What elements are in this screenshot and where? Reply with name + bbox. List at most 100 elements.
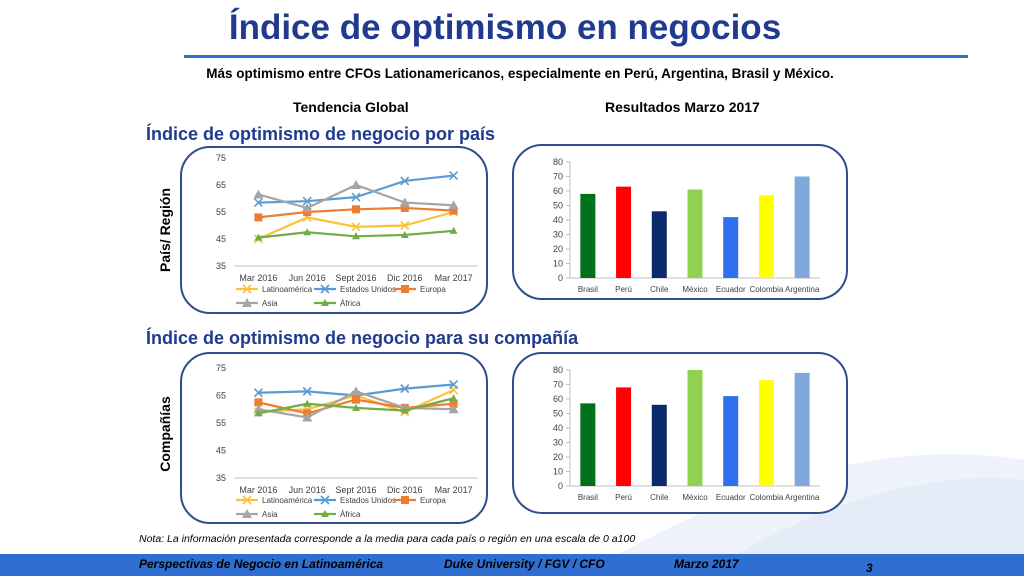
y-tick-label: 70 xyxy=(553,380,563,390)
bar-peru xyxy=(616,186,632,278)
y-tick-label: 40 xyxy=(553,423,563,433)
point-europa xyxy=(303,208,312,216)
x-tick-label: Colombia xyxy=(750,493,784,502)
point-africa xyxy=(321,299,329,306)
y-tick-label: 50 xyxy=(553,409,563,419)
y-tick-label: 65 xyxy=(216,180,226,190)
page-subtitle: Más optimismo entre CFOs Lationamericano… xyxy=(206,66,834,81)
point-latinoamerica xyxy=(242,284,252,294)
x-tick-label: Argentina xyxy=(785,285,820,294)
point-africa xyxy=(303,399,312,407)
x-tick-label: Jun 2016 xyxy=(289,273,326,283)
y-tick-label: 45 xyxy=(216,234,226,244)
x-tick-label: Mar 2017 xyxy=(435,485,473,495)
point-africa xyxy=(449,226,458,234)
legend-item-africa: África xyxy=(314,299,361,308)
point-asia xyxy=(448,404,459,414)
legend-label: Latinoamérica xyxy=(262,496,313,505)
footer-center: Duke University / FGV / CFO xyxy=(444,557,605,571)
y-tick-label: 35 xyxy=(216,261,226,271)
legend-label: Asia xyxy=(262,299,278,308)
column-heading-trend: Tendencia Global xyxy=(293,99,409,115)
legend-item-estados-unidos: Estados Unidos xyxy=(314,495,396,505)
point-asia xyxy=(399,197,410,207)
footer-right: Marzo 2017 xyxy=(674,557,739,571)
series-points-asia xyxy=(253,180,459,212)
side-label-company: Compañías xyxy=(157,396,173,472)
x-tick-label: Mar 2016 xyxy=(239,273,277,283)
bar-argentina xyxy=(794,372,810,486)
point-estados-unidos xyxy=(320,284,330,294)
point-asia xyxy=(242,509,252,518)
bar-argentina xyxy=(794,176,810,278)
y-tick-label: 80 xyxy=(553,365,563,375)
legend-label: Estados Unidos xyxy=(340,496,396,505)
point-asia xyxy=(448,200,459,210)
y-tick-label: 60 xyxy=(553,394,563,404)
x-tick-label: Perú xyxy=(615,285,632,294)
point-europa xyxy=(400,203,409,212)
legend-label: África xyxy=(340,510,361,519)
page-title: Índice de optimismo en negocios xyxy=(228,8,782,47)
y-tick-label: 70 xyxy=(553,172,563,182)
y-tick-label: 20 xyxy=(553,244,563,254)
point-asia xyxy=(302,412,313,422)
series-points-africa xyxy=(254,394,458,417)
y-tick-label: 30 xyxy=(553,230,563,240)
legend-label: Europa xyxy=(420,496,446,505)
x-tick-label: Chile xyxy=(650,285,669,294)
y-tick-label: 55 xyxy=(216,207,226,217)
legend-label: Estados Unidos xyxy=(340,285,396,294)
point-africa xyxy=(400,406,409,414)
point-estados-unidos xyxy=(351,192,361,202)
x-tick-label: Colombia xyxy=(750,285,784,294)
point-asia xyxy=(253,189,264,199)
point-africa xyxy=(303,228,312,236)
y-tick-label: 60 xyxy=(553,186,563,196)
x-tick-label: Brasil xyxy=(578,285,598,294)
y-tick-label: 0 xyxy=(558,481,563,491)
x-tick-label: Mar 2017 xyxy=(435,273,473,283)
legend-item-asia: Asia xyxy=(236,509,278,519)
point-latinoamerica xyxy=(351,222,361,232)
panel-company-trend: 35 45 55 65 75 Mar 2016 Jun 2016 Sept 2016 Dic 2… xyxy=(180,352,488,524)
y-tick-label: 10 xyxy=(553,259,563,269)
y-tick-label: 10 xyxy=(553,467,563,477)
bar-ecuador xyxy=(723,217,739,278)
y-tick-label: 75 xyxy=(216,363,226,373)
x-tick-label: Ecuador xyxy=(716,285,746,294)
column-heading-results: Resultados Marzo 2017 xyxy=(605,99,760,115)
legend-item-latinoamerica: Latinoamérica xyxy=(236,284,313,294)
footer-left: Perspectivas de Negocio en Latinoamérica xyxy=(139,557,384,571)
legend-label: Asia xyxy=(262,510,278,519)
bar-colombia xyxy=(758,380,774,486)
bar-chart-country: 0 10 20 30 40 50 60 70 80 Brasil Perú Chile México Ec… xyxy=(553,157,820,294)
line-chart-country: 35 45 55 65 75 Mar 2016 Jun 2016 Sept 2016 Dic 2… xyxy=(216,153,478,308)
section-heading-company: Índice de optimismo de negocio para su c… xyxy=(146,328,579,348)
point-africa xyxy=(449,394,458,402)
x-tick-label: Mar 2016 xyxy=(239,485,277,495)
point-estados-unidos xyxy=(400,176,410,186)
legend-item-asia: Asia xyxy=(236,298,278,308)
point-estados-unidos xyxy=(253,197,263,208)
y-tick-label: 80 xyxy=(553,157,563,167)
point-asia xyxy=(242,298,252,307)
legend-label: Latinoamérica xyxy=(262,285,313,294)
point-europa xyxy=(254,398,263,407)
x-tick-label: Brasil xyxy=(578,493,598,502)
series-line-estados-unidos xyxy=(258,174,454,204)
bar-brasil xyxy=(580,193,596,278)
point-europa xyxy=(449,399,458,408)
point-africa xyxy=(352,232,360,240)
bar-mexico xyxy=(687,370,703,486)
point-europa xyxy=(401,496,409,504)
x-tick-label: Jun 2016 xyxy=(289,485,326,495)
legend-item-europa: Europa xyxy=(394,285,446,294)
side-label-country: País/ Región xyxy=(157,187,173,273)
point-asia xyxy=(302,202,313,212)
point-europa xyxy=(254,213,263,222)
point-latinoamerica xyxy=(242,495,252,505)
bar-brasil xyxy=(580,403,596,486)
point-europa xyxy=(401,285,409,293)
point-estados-unidos xyxy=(320,495,330,505)
